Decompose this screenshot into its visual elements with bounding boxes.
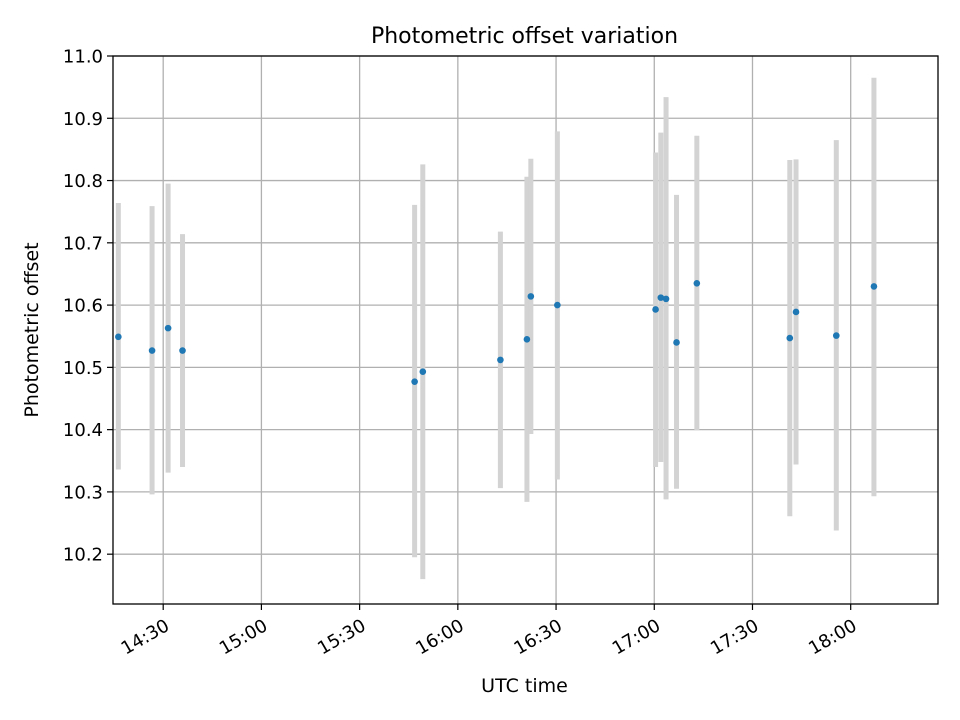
data-point xyxy=(523,336,531,343)
chart-title: Photometric offset variation xyxy=(371,24,678,49)
y-tick-label: 10.3 xyxy=(63,482,103,503)
data-point xyxy=(657,294,665,301)
data-points xyxy=(115,279,878,385)
y-tick-label: 10.5 xyxy=(63,358,103,379)
data-point xyxy=(792,308,800,316)
x-axis-label: UTC time xyxy=(481,675,568,697)
data-point xyxy=(786,334,794,342)
data-point xyxy=(411,378,418,385)
data-point xyxy=(652,306,659,313)
data-point xyxy=(673,339,680,346)
data-point xyxy=(419,368,427,376)
data-point xyxy=(832,332,840,339)
y-tick-label: 10.8 xyxy=(63,171,103,192)
data-point xyxy=(554,301,561,309)
data-point xyxy=(693,279,701,287)
y-tick-label: 10.9 xyxy=(63,109,103,130)
data-point xyxy=(179,347,186,354)
data-point xyxy=(164,324,172,332)
data-point xyxy=(662,295,670,303)
y-axis-label: Photometric offset xyxy=(21,242,43,417)
y-tick-label: 11.0 xyxy=(63,47,103,68)
y-tick-label: 10.7 xyxy=(63,233,103,254)
data-point xyxy=(115,333,122,341)
data-point xyxy=(497,356,504,364)
data-point xyxy=(870,283,878,290)
data-point xyxy=(527,293,535,300)
plot-frame xyxy=(112,55,939,605)
y-axis: 10.2 10.3 10.4 10.5 10.6 10.7 10.8 10.9 11.0 xyxy=(63,47,113,566)
y-tick-label: 10.2 xyxy=(63,545,103,566)
y-tick-label: 10.6 xyxy=(63,296,103,317)
data-point xyxy=(148,347,156,354)
y-tick-label: 10.4 xyxy=(63,420,103,441)
